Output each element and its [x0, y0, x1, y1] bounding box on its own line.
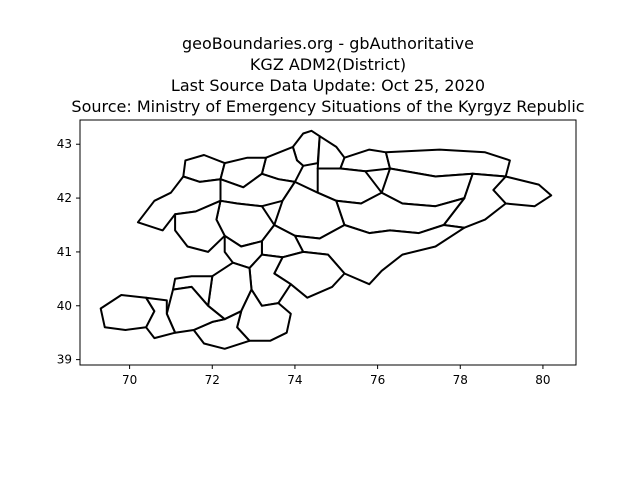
- axes-frame: [79, 119, 577, 366]
- x-tick-label: 74: [287, 373, 302, 387]
- x-tick-label: 70: [122, 373, 137, 387]
- district-boundary-13: [136, 175, 222, 232]
- y-tick-label: 43: [57, 137, 72, 151]
- district-boundary-27: [165, 285, 226, 334]
- x-tick-label: 80: [535, 373, 550, 387]
- y-axis: 39 40 41 42 43: [57, 137, 80, 367]
- title-line-3: Last Source Data Update: Oct 25, 2020: [170, 76, 486, 95]
- x-tick-label: 72: [205, 373, 220, 387]
- map-title: geoBoundaries.org - gbAuthoritative KGZ …: [0, 33, 640, 117]
- title-line-1: geoBoundaries.org - gbAuthoritative: [181, 34, 474, 53]
- y-tick-label: 39: [57, 353, 72, 367]
- x-tick-label: 78: [453, 373, 468, 387]
- y-tick-label: 40: [57, 299, 72, 313]
- x-axis: 70 72 74 76 78 80: [122, 365, 551, 387]
- x-tick-label: 76: [370, 373, 385, 387]
- district-boundary-3: [339, 148, 391, 173]
- district-boundary-29: [145, 296, 177, 340]
- districts-layer: [99, 129, 553, 350]
- y-tick-label: 41: [57, 245, 72, 259]
- district-boundary-2: [316, 135, 346, 170]
- y-tick-label: 42: [57, 191, 72, 205]
- title-line-4: Source: Ministry of Emergency Situations…: [71, 97, 585, 116]
- title-line-2: KGZ ADM2(District): [249, 55, 407, 74]
